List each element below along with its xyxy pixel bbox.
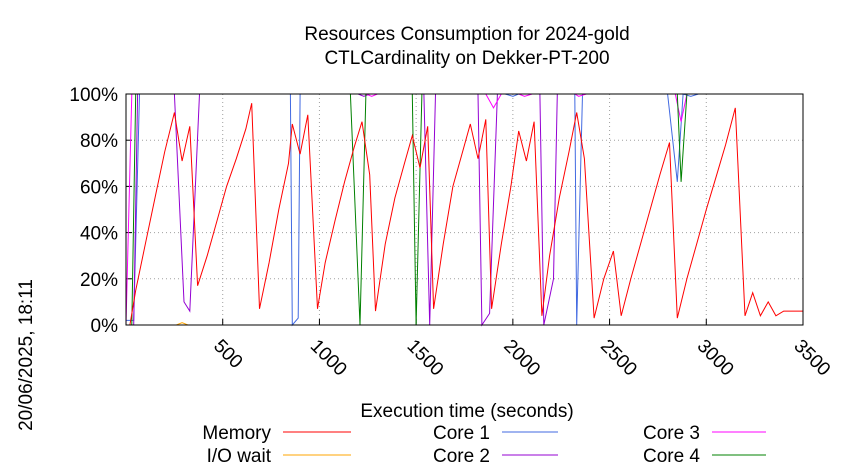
legend-label: Core 3 (643, 423, 700, 444)
series-line-core-3 (125, 93, 803, 326)
y-tick-label: 40% (80, 224, 118, 245)
legend-label: Core 1 (433, 423, 490, 444)
y-tick-label: 0% (91, 316, 119, 337)
legend-label: Memory (202, 423, 271, 444)
series-line-core-4 (126, 93, 803, 326)
x-tick-label: 1500 (403, 336, 448, 381)
timestamp-side-label: 20/06/2025, 18:11 (16, 279, 37, 431)
legend-label: Core 2 (433, 446, 490, 467)
y-axis-ticks: 0% 20% 40% 60% 80% 100% (69, 85, 132, 337)
x-tick-label: 1000 (306, 336, 351, 381)
series-line-core-1 (126, 93, 803, 327)
y-tick-label: 100% (69, 85, 118, 106)
x-tick-label: 2000 (499, 336, 544, 381)
x-axis-label: Execution time (seconds) (360, 401, 573, 422)
series-line-memory (126, 103, 803, 326)
x-axis-ticks: 500 1000 1500 2000 2500 3000 3500 (209, 319, 834, 380)
legend-label: I/O wait (207, 446, 272, 467)
series-line-core-2 (126, 93, 803, 327)
y-tick-label: 80% (80, 131, 118, 152)
x-tick-label: 2500 (596, 336, 641, 381)
x-tick-label: 3000 (693, 336, 738, 381)
y-tick-label: 20% (80, 270, 118, 291)
x-tick-label: 500 (209, 336, 246, 373)
chart-title-line-2: CTLCardinality on Dekker-PT-200 (324, 48, 609, 69)
x-tick-label: 3500 (789, 336, 834, 381)
series-lines (125, 93, 803, 327)
grid (126, 93, 804, 326)
legend-label: Core 4 (643, 446, 700, 467)
y-tick-label: 60% (80, 177, 118, 198)
plot-border (125, 93, 804, 326)
chart-title-line-1: Resources Consumption for 2024-gold (304, 24, 629, 45)
